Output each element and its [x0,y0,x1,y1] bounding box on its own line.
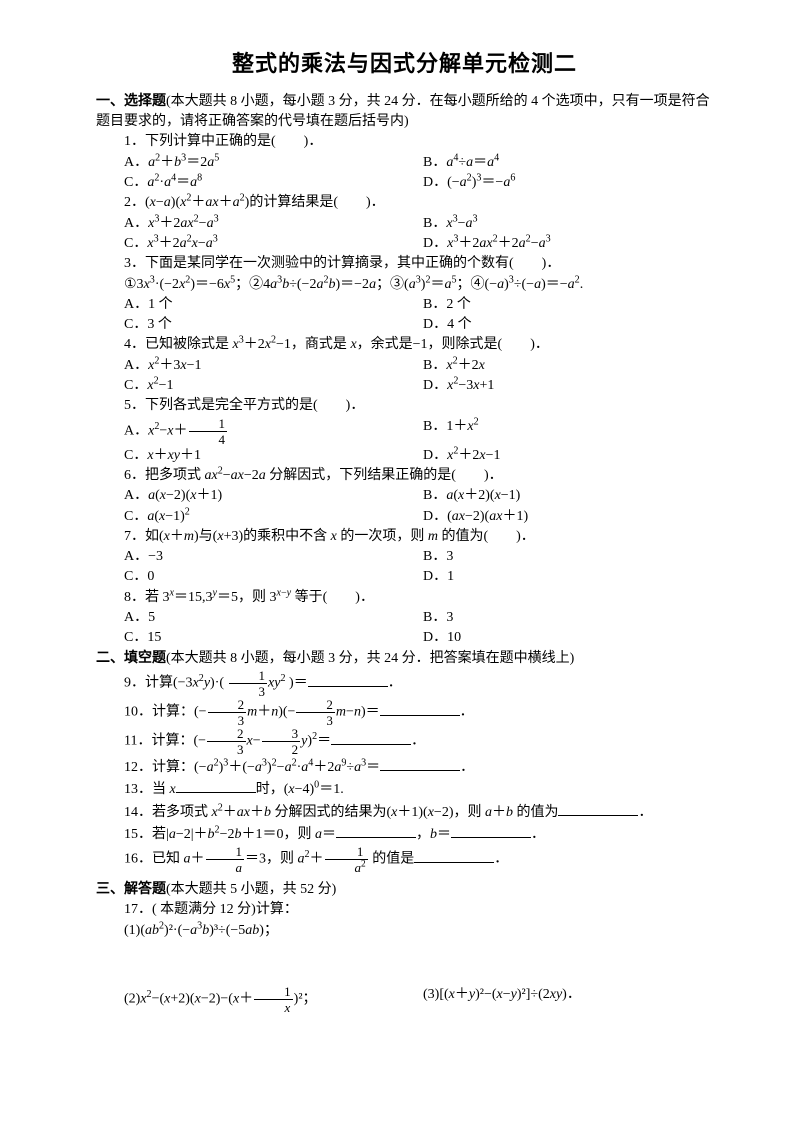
q6-C: C．a(x−1)2 [96,507,423,527]
q6-row1: A．a(x−2)(x＋1) B．a(x＋2)(x−1) [96,486,713,506]
q4-C: C．x2−1 [96,376,423,396]
q2-C: C．x3＋2a2x−a3 [96,234,423,254]
q9: 9．计算(−3x2y)·( 13xy2 )＝． [96,669,713,698]
blank-13 [176,778,256,793]
blank-12 [380,756,460,771]
q4-row1: A．x2＋3x−1 B．x2＋2x [96,356,713,376]
q5-B: B．1＋x2 [423,417,713,446]
section-1-note: (本大题共 8 小题，每小题 3 分，共 24 分．在每小题所给的 4 个选项中… [96,94,710,129]
q5-A: A．x2−x＋14 [96,417,423,446]
q15: 15．若|a−2|＋b2−2b＋1＝0，则 a＝，b＝． [96,823,713,845]
q4-B: B．x2＋2x [423,356,713,376]
q11: 11．计算：(−23x−32y)2＝． [96,727,713,756]
q16: 16．已知 a＋1a＝3，则 a2＋1a2 的值是． [96,845,713,874]
q3-B: B．2 个 [423,295,713,315]
q4-D: D．x2−3x+1 [423,376,713,396]
q3-C: C．3 个 [96,315,423,335]
q6-row2: C．a(x−1)2 D．(ax−2)(ax＋1) [96,507,713,527]
section-3-header: 三、解答题(本大题共 5 小题，共 52 分) [96,880,713,900]
q1-A: A．a2＋b3＝2a5 [96,153,423,173]
q3-items: ①3x3·(−2x2)＝−6x5；②4a3b÷(−2a2b)＝−2a；③(a3)… [96,275,713,295]
q8-row1: A．5B．3 [96,608,713,628]
q17-row2: (2)x2−(x+2)(x−2)−(x＋1x)²； (3)[(x＋y)²−(x−… [96,985,713,1014]
section-3-note: (本大题共 5 小题，共 52 分) [166,882,336,897]
blank-15a [336,823,416,838]
blank-11 [331,730,411,745]
q6-stem: 6．把多项式 ax2−ax−2a 分解因式，下列结果正确的是( )． [96,466,713,486]
q3-A: A．1 个 [96,295,423,315]
q1-stem: 1．下列计算中正确的是( )． [96,132,713,152]
q7-C: C．0 [96,567,423,587]
q7-row2: C．0D．1 [96,567,713,587]
q17-1: (1)(ab2)²·(−a3b)³÷(−5ab)； [96,921,713,941]
section-1-header: 一、选择题(本大题共 8 小题，每小题 3 分，共 24 分．在每小题所给的 4… [96,92,713,133]
blank-16 [414,848,494,863]
q17-2: (2)x2−(x+2)(x−2)−(x＋1x)²； [96,985,423,1014]
q12: 12．计算：(−a2)3＋(−a3)2−a2·a4＋2a9÷a3＝． [96,756,713,778]
q2-row2: C．x3＋2a2x−a3 D．x3＋2ax2＋2a2−a3 [96,234,713,254]
q8-A: A．5 [96,608,423,628]
q1-row2: C．a2·a4＝a8 D．(−a2)3＝−a6 [96,173,713,193]
blank-14 [558,801,638,816]
q14: 14．若多项式 x2＋ax＋b 分解因式的结果为(x＋1)(x−2)，则 a＋b… [96,801,713,823]
q7-stem: 7．如(x＋m)与(x+3)的乘积中不含 x 的一次项，则 m 的值为( )． [96,527,713,547]
q6-A: A．a(x−2)(x＋1) [96,486,423,506]
q1-D: D．(−a2)3＝−a6 [423,173,713,193]
q1-B: B．a4÷a＝a4 [423,153,713,173]
section-2-header: 二、填空题(本大题共 8 小题，每小题 3 分，共 24 分．把答案填在题中横线… [96,649,713,669]
section-1-head: 一、选择题 [96,94,166,109]
q7-B: B．3 [423,547,713,567]
q4-row2: C．x2−1 D．x2−3x+1 [96,376,713,396]
q6-D: D．(ax−2)(ax＋1) [423,507,713,527]
q17-3: (3)[(x＋y)²−(x−y)²]÷(2xy)． [423,985,713,1014]
section-2-note: (本大题共 8 小题，每小题 3 分，共 24 分．把答案填在题中横线上) [166,651,574,666]
q4-A: A．x2＋3x−1 [96,356,423,376]
q2-D: D．x3＋2ax2＋2a2−a3 [423,234,713,254]
section-2-head: 二、填空题 [96,651,166,666]
q2-stem: 2．(x−a)(x2＋ax＋a2)的计算结果是( )． [96,193,713,213]
q2-A: A．x3＋2ax2−a3 [96,214,423,234]
q5-stem: 5．下列各式是完全平方式的是( )． [96,396,713,416]
q8-C: C．15 [96,628,423,648]
q6-B: B．a(x＋2)(x−1) [423,486,713,506]
q5-D: D．x2＋2x−1 [423,446,713,466]
q8-stem: 8．若 3x＝15,3y＝5，则 3x−y 等于( )． [96,588,713,608]
blank-15b [451,823,531,838]
q7-A: A．−3 [96,547,423,567]
q8-B: B．3 [423,608,713,628]
q10: 10．计算：(−23m＋n)(−23m−n)＝． [96,698,713,727]
q5-row2: C．x＋xy＋1 D．x2＋2x−1 [96,446,713,466]
q17-head: 17．( 本题满分 12 分)计算： [96,900,713,920]
q3-D: D．4 个 [423,315,713,335]
q8-row2: C．15D．10 [96,628,713,648]
q2-row1: A．x3＋2ax2−a3 B．x3−a3 [96,214,713,234]
q7-row1: A．−3B．3 [96,547,713,567]
page-title: 整式的乘法与因式分解单元检测二 [96,48,713,80]
q4-stem: 4．已知被除式是 x3＋2x2−1，商式是 x，余式是−1，则除式是( )． [96,335,713,355]
q13: 13．当 x时，(x−4)0＝1. [96,778,713,800]
section-3-head: 三、解答题 [96,882,166,897]
q3-stem: 3．下面是某同学在一次测验中的计算摘录，其中正确的个数有( )． [96,254,713,274]
spacer-1 [96,941,713,985]
q3-row1: A．1 个B．2 个 [96,295,713,315]
q5-row1: A．x2−x＋14 B．1＋x2 [96,417,713,446]
q1-row1: A．a2＋b3＝2a5 B．a4÷a＝a4 [96,153,713,173]
q5-C: C．x＋xy＋1 [96,446,423,466]
q7-D: D．1 [423,567,713,587]
blank-9 [308,672,388,687]
blank-10 [380,701,460,716]
q3-row2: C．3 个D．4 个 [96,315,713,335]
q8-D: D．10 [423,628,713,648]
q2-B: B．x3−a3 [423,214,713,234]
q1-C: C．a2·a4＝a8 [96,173,423,193]
